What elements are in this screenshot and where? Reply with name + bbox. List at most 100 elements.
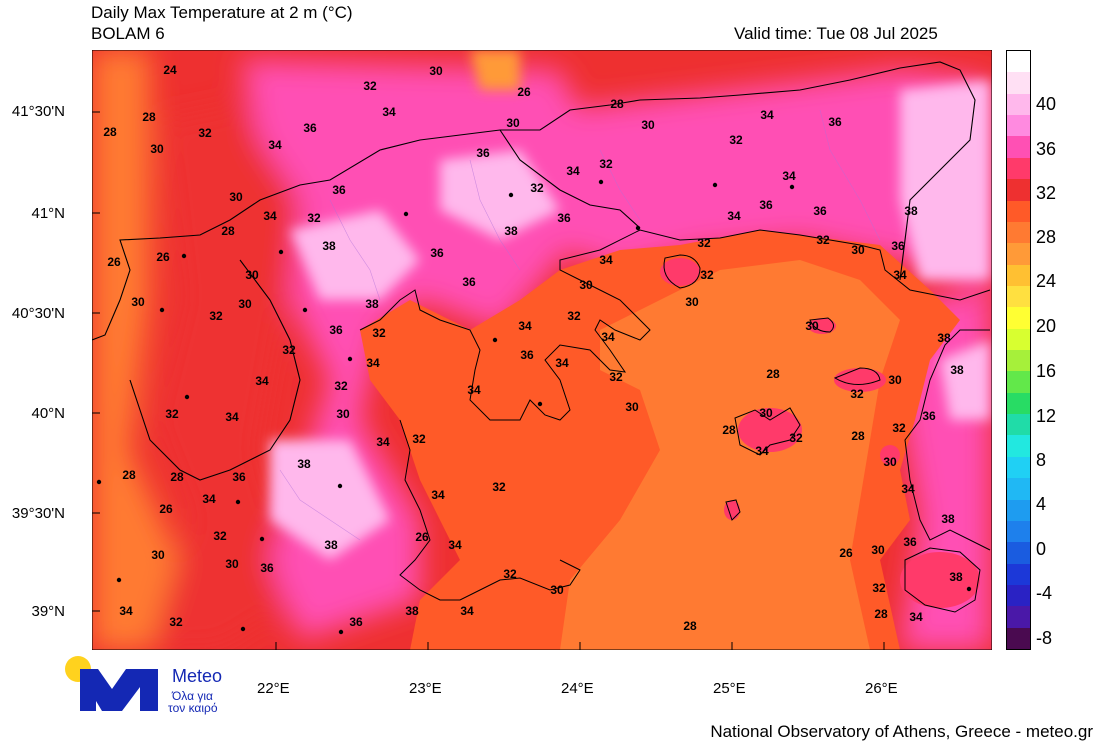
contour-label: 28: [610, 97, 624, 111]
contour-label: 32: [334, 379, 348, 393]
contour-label: 36: [891, 239, 905, 253]
legend-swatch: [1007, 72, 1030, 95]
contour-label: 38: [405, 604, 419, 618]
legend-swatch: [1007, 392, 1030, 415]
contour-label: 36: [232, 470, 246, 484]
legend-swatch: [1007, 285, 1030, 308]
contour-label: 28: [851, 429, 865, 443]
legend-label-0: 0: [1036, 539, 1047, 559]
legend-label-4: 4: [1036, 494, 1047, 514]
contour-label: 32: [282, 343, 296, 357]
contour-label: 30: [851, 243, 865, 257]
legend-swatch: [1007, 563, 1030, 586]
cool-zone-north: [470, 50, 520, 90]
contour-label: 34: [382, 105, 396, 119]
island-samothraki: [808, 318, 836, 334]
city-marker: [181, 253, 187, 259]
contour-label: 30: [429, 64, 443, 78]
contour-label: 30: [506, 116, 520, 130]
contour-label: 36: [430, 246, 444, 260]
contour-label: 34: [376, 435, 390, 449]
contour-label: 34: [460, 604, 474, 618]
city-marker: [712, 182, 718, 188]
contour-label: 32: [213, 529, 227, 543]
contour-label: 38: [322, 239, 336, 253]
legend-swatch: [1007, 179, 1030, 201]
contour-label: 28: [122, 468, 136, 482]
island-imbros: [834, 368, 886, 392]
contour-label: 28: [722, 423, 736, 437]
contour-label: 38: [941, 512, 955, 526]
contour-label: 36: [476, 146, 490, 160]
contour-label: 32: [789, 431, 803, 445]
contour-label: 32: [892, 421, 906, 435]
contour-label: 38: [937, 331, 951, 345]
city-marker: [259, 536, 265, 542]
city-marker: [347, 356, 353, 362]
contour-label: 26: [107, 255, 121, 269]
city-marker: [492, 337, 498, 343]
contour-label: 32: [872, 581, 886, 595]
city-marker: [302, 307, 308, 313]
contour-label: 28: [874, 607, 888, 621]
contour-label: 30: [150, 142, 164, 156]
contour-label: 32: [567, 309, 581, 323]
lon-label-22: 22°E: [257, 680, 290, 697]
contour-label: 34: [782, 169, 796, 183]
lon-label-25: 25°E: [713, 680, 746, 697]
legend-swatch: [1007, 414, 1030, 436]
city-marker: [508, 192, 514, 198]
meteo-logo[interactable]: Meteo Όλα για τον καιρό: [62, 655, 242, 715]
city-marker: [337, 483, 343, 489]
legend-swatch: [1007, 435, 1030, 458]
island-thasos: [660, 258, 700, 286]
legend-swatch: [1007, 499, 1030, 522]
city-marker: [159, 307, 165, 313]
city-markers: [96, 179, 972, 635]
contour-label: 28: [683, 619, 697, 633]
lat-label-39: 39°N: [31, 603, 65, 620]
logo-tagline-2: τον καιρό: [168, 701, 218, 715]
legend-label-36: 36: [1036, 139, 1057, 159]
contour-label: 34: [467, 383, 481, 397]
contour-label: 34: [202, 492, 216, 506]
contour-label: 32: [372, 326, 386, 340]
legend-swatch: [1007, 93, 1030, 116]
contour-label: 38: [950, 363, 964, 377]
contour-label: 36: [349, 615, 363, 629]
legend-swatch: [1007, 584, 1030, 607]
city-marker: [96, 479, 102, 485]
contour-label: 30: [229, 190, 243, 204]
contour-label: 30: [550, 583, 564, 597]
contour-label: 32: [609, 370, 623, 384]
contour-label: 36: [759, 198, 773, 212]
legend-swatch: [1007, 478, 1030, 500]
legend-swatch: [1007, 200, 1030, 223]
contour-label: 26: [156, 250, 170, 264]
contour-label: 28: [221, 224, 235, 238]
lat-label-40-30: 40°30'N: [11, 305, 65, 322]
contour-label: 34: [760, 108, 774, 122]
contour-label: 32: [700, 268, 714, 282]
contour-label: 34: [263, 209, 277, 223]
contour-label: 34: [599, 253, 613, 267]
legend-swatch: [1007, 456, 1030, 479]
legend-label-12: 12: [1036, 406, 1057, 426]
contour-label: 32: [198, 126, 212, 140]
city-marker: [235, 499, 241, 505]
contour-label: 34: [727, 209, 741, 223]
contour-label: 30: [888, 373, 902, 387]
contour-label: 34: [601, 330, 615, 344]
west-coast-zone: [92, 50, 180, 650]
contour-label: 36: [557, 211, 571, 225]
legend-label-20: 20: [1036, 316, 1057, 336]
contour-label: 32: [697, 236, 711, 250]
legend-label-minus-8: -8: [1036, 628, 1053, 648]
lat-label-39-30: 39°30'N: [11, 505, 65, 522]
contour-label: 30: [151, 548, 165, 562]
legend-label-32: 32: [1036, 183, 1057, 203]
legend-swatch: [1007, 136, 1030, 159]
logo-tagline-1: Όλα για: [172, 689, 213, 703]
legend-swatch: [1007, 520, 1030, 543]
